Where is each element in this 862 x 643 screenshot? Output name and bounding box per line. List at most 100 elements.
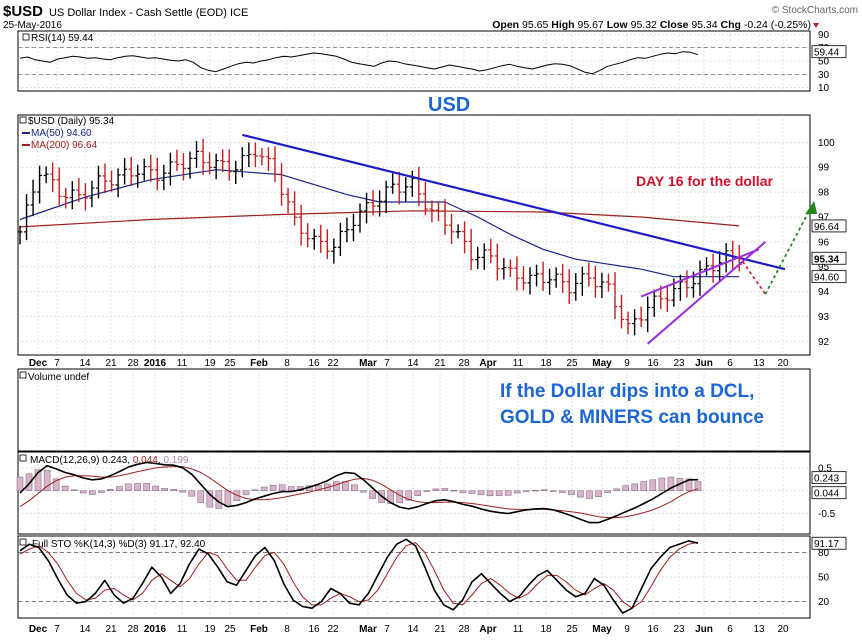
price-bar	[318, 224, 324, 253]
price-bar	[481, 243, 487, 270]
macd-histogram-bar	[504, 490, 512, 496]
rsi-legend-box[interactable]	[22, 33, 30, 41]
x-tick-label: 25	[224, 624, 236, 635]
y-tick-label: 50	[818, 573, 830, 584]
y-tick-label: 0.5	[818, 463, 832, 474]
badge-box	[811, 45, 847, 59]
macd-histogram-bar	[441, 488, 449, 492]
price-bar	[507, 259, 513, 278]
macd-line	[19, 461, 699, 524]
y-tick-label: 92	[818, 337, 830, 348]
price-bar	[285, 187, 291, 214]
x-tick-label: May	[592, 624, 612, 635]
y-tick-label: 90	[818, 30, 830, 41]
price-badge: 96.64	[811, 219, 847, 233]
price-bar	[684, 270, 690, 298]
rsi-legend: RSI(14) 59.44	[31, 33, 94, 44]
x-tick-label: 14	[79, 358, 91, 369]
ma200-legend: MA(200) 96.64	[31, 140, 98, 151]
price-bar	[599, 272, 605, 299]
price-badge: 95.34	[811, 251, 847, 265]
macd-histogram-bar	[188, 490, 196, 497]
price-bar	[534, 264, 540, 287]
price-bar	[220, 149, 226, 173]
price-bar	[612, 272, 618, 320]
macd-histogram-bar	[522, 490, 530, 492]
macd-histogram-bar	[152, 485, 159, 492]
macd-histogram-bar	[622, 485, 629, 492]
x-tick-label: 16	[647, 624, 659, 635]
macd-signal-badge: 0.044	[811, 486, 847, 500]
downtrend-line	[242, 133, 786, 271]
projection-arrow-icon	[805, 201, 818, 215]
macd-signal-line	[19, 466, 699, 519]
badge-text: 94.60	[814, 273, 839, 284]
price-bar	[638, 306, 644, 328]
x-tick-label: 23	[673, 624, 685, 635]
x-tick-label: Dec	[29, 624, 48, 635]
price-bar	[154, 157, 160, 191]
macd-histogram-bar	[649, 479, 657, 492]
sto-k-line	[19, 538, 699, 614]
macd-histogram-bar	[260, 486, 268, 492]
price-bar	[298, 204, 304, 246]
y-tick-label: 50	[818, 57, 830, 68]
x-tick-label: 21	[105, 624, 117, 635]
price-bar	[664, 286, 670, 313]
price-bar	[357, 203, 363, 233]
y-tick-label: 97	[818, 212, 830, 223]
price-bar	[586, 262, 592, 287]
volume-legend-box[interactable]	[19, 371, 27, 379]
sto-legend: Full STO %K(14,3) %D(3) 91.17, 92.40	[32, 539, 206, 550]
x-tick-label: 22	[327, 624, 339, 635]
macd-badge: 0.243	[811, 471, 847, 485]
price-bar	[187, 151, 193, 179]
price-bar	[651, 289, 657, 317]
macd-histogram-bar	[197, 490, 205, 503]
price-bar	[180, 153, 186, 181]
price-panel	[17, 114, 811, 356]
x-tick-label: 7	[54, 624, 60, 635]
macd-histogram-bar	[613, 488, 620, 492]
y-tick-label: 100	[818, 138, 835, 149]
x-tick-label: 2016	[144, 624, 167, 635]
macd-histogram-bar	[170, 489, 177, 492]
price-bar	[462, 221, 468, 254]
y-tick-label: 30	[818, 70, 830, 81]
macd-histogram-bar	[206, 490, 214, 508]
price-bar	[200, 138, 206, 175]
volume-legend: Volume undef	[28, 372, 89, 383]
macd-histogram-bar	[423, 490, 431, 492]
sto-legend-box[interactable]	[19, 538, 27, 546]
x-tick-label: 23	[673, 358, 685, 369]
price-bar	[43, 166, 49, 184]
badge-text: 0.044	[814, 489, 839, 500]
x-tick-label: 7	[384, 624, 390, 635]
x-tick-label: 28	[127, 358, 139, 369]
price-bar	[468, 229, 474, 271]
macd-legend-box[interactable]	[19, 454, 27, 462]
macd-histogram-bar	[16, 476, 24, 492]
x-tick-label: 11	[177, 624, 188, 635]
x-tick-label: 21	[434, 624, 446, 635]
macd-histogram-bar	[34, 469, 42, 492]
macd-histogram-bar	[658, 477, 666, 492]
brand-label: © StockCharts.com	[772, 5, 858, 16]
x-tick-label: Mar	[359, 624, 377, 635]
macd-histogram-bar	[405, 490, 413, 501]
y-tick-label: -0.5	[818, 509, 836, 520]
macd-histogram-bar	[89, 490, 96, 495]
x-tick-label: 7	[384, 358, 390, 369]
macd-histogram-bar	[125, 483, 132, 492]
x-tick-label: 8	[284, 358, 290, 369]
price-bar	[573, 273, 579, 301]
value-badges: 59.44 96.64 95.34 94.60 0.243 0.044 91.17	[811, 45, 847, 550]
ma50-line	[19, 169, 740, 278]
price-legend-box[interactable]	[19, 116, 27, 124]
price-bar	[547, 268, 553, 295]
macd-histogram-bar	[694, 481, 702, 492]
macd-histogram-bar	[251, 489, 259, 492]
price-bar	[102, 163, 108, 194]
y-tick-label: 95	[818, 262, 830, 273]
price-bar	[449, 213, 455, 244]
